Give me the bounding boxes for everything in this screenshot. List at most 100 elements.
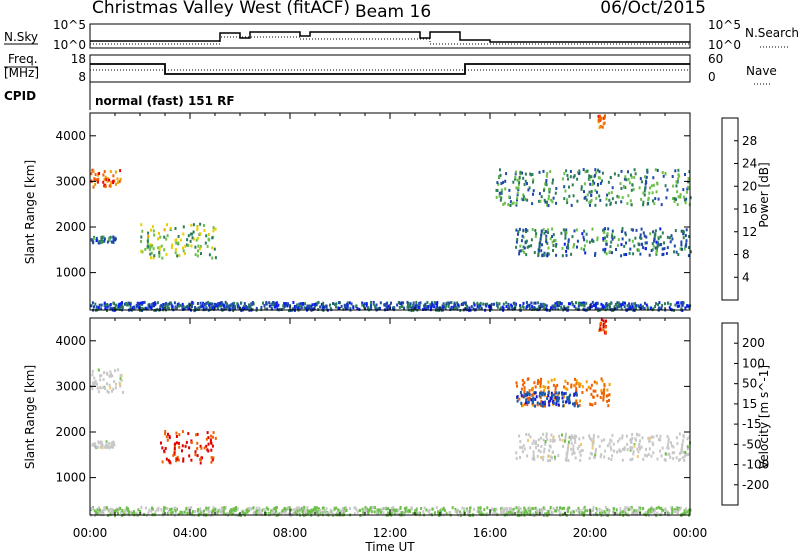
power-echo <box>623 305 626 309</box>
velocity-echo <box>104 387 106 390</box>
velocity-echo <box>536 454 539 458</box>
power-echo <box>551 240 554 244</box>
power-echo <box>509 200 512 204</box>
velocity-echo <box>546 437 549 441</box>
power-echo <box>678 304 681 308</box>
velocity-echo <box>629 458 632 462</box>
power-echo <box>200 252 202 256</box>
power-echo <box>602 238 605 242</box>
velocity-echo <box>686 445 689 449</box>
power-echo <box>597 176 600 180</box>
velocity-echo <box>567 509 570 513</box>
power-echo <box>624 301 626 305</box>
velocity-echo <box>93 383 96 387</box>
velocity-echo <box>532 439 535 443</box>
power-echo <box>640 237 643 240</box>
velocity-echo <box>412 511 415 515</box>
velocity-echo <box>630 440 633 444</box>
power-echo <box>564 233 567 237</box>
power-echo <box>618 304 621 308</box>
power-echo <box>403 306 406 310</box>
velocity-echo <box>606 399 609 403</box>
power-echo <box>154 302 157 306</box>
velocity-echo <box>208 506 211 510</box>
power-echo <box>633 244 636 248</box>
velocity-echo <box>254 511 257 515</box>
velocity-echo <box>604 325 607 329</box>
power-echo <box>623 244 626 248</box>
power-echo <box>94 183 97 186</box>
power-echo <box>162 306 165 310</box>
velocity-echo <box>657 505 660 509</box>
velocity-echo <box>541 511 544 515</box>
velocity-echo <box>522 395 525 399</box>
velocity-echo <box>397 508 400 512</box>
velocity-echo <box>182 457 185 461</box>
velocity-echo <box>647 510 650 514</box>
power-echo <box>540 195 543 199</box>
power-echo <box>653 234 656 238</box>
velocity-echo <box>594 450 597 454</box>
power-echo <box>607 180 610 184</box>
velocity-echo <box>603 455 606 459</box>
velocity-echo <box>686 447 689 451</box>
power-echo <box>94 302 97 306</box>
time-tick-label: 08:00 <box>273 526 308 540</box>
power-echo <box>515 186 518 190</box>
power-echo <box>628 302 630 306</box>
power-echo <box>181 305 184 309</box>
power-echo <box>521 171 524 175</box>
power-echo <box>436 303 439 307</box>
velocity-echo <box>679 506 682 510</box>
power-echo <box>103 177 106 181</box>
power-echo <box>628 238 631 242</box>
velocity-echo <box>611 454 614 458</box>
velocity-echo <box>603 510 606 514</box>
power-echo <box>675 197 677 201</box>
velocity-echo <box>210 456 213 460</box>
velocity-echo <box>252 506 255 510</box>
power-echo <box>191 300 194 304</box>
velocity-echo <box>157 508 160 512</box>
power-echo <box>585 301 588 305</box>
power-echo <box>456 307 459 311</box>
time-tick-label: 04:00 <box>173 526 208 540</box>
velocity-echo <box>551 456 553 460</box>
velocity-echo <box>683 509 686 513</box>
velocity-echo <box>91 373 94 377</box>
power-colorbar-tick-label: 12 <box>742 225 757 239</box>
velocity-echo <box>534 441 537 445</box>
velocity-echo <box>602 398 605 402</box>
power-echo <box>177 304 180 308</box>
power-echo <box>263 304 266 308</box>
velocity-echo <box>235 507 237 511</box>
velocity-echo <box>341 511 344 515</box>
velocity-echo <box>567 506 570 510</box>
power-echo <box>637 248 640 252</box>
power-echo <box>118 180 121 183</box>
power-echo <box>292 301 295 304</box>
power-echo <box>687 304 690 308</box>
velocity-echo <box>160 441 162 445</box>
velocity-echo <box>546 514 549 518</box>
velocity-echo <box>647 436 650 440</box>
velocity-echo <box>469 506 471 510</box>
velocity-echo <box>527 400 530 404</box>
velocity-echo <box>570 447 573 451</box>
velocity-echo <box>671 508 674 512</box>
power-echo <box>211 256 214 260</box>
velocity-echo <box>661 446 664 450</box>
velocity-echo <box>509 510 512 514</box>
power-echo <box>209 307 212 311</box>
power-echo <box>514 305 517 309</box>
power-echo <box>555 187 558 190</box>
power-echo <box>582 303 585 307</box>
velocity-echo <box>419 511 421 515</box>
velocity-echo <box>521 378 524 382</box>
velocity-echo <box>554 457 557 461</box>
power-echo <box>540 233 543 237</box>
power-echo <box>220 301 223 304</box>
power-echo <box>329 303 331 307</box>
power-echo <box>616 304 619 308</box>
velocity-echo <box>659 449 661 453</box>
